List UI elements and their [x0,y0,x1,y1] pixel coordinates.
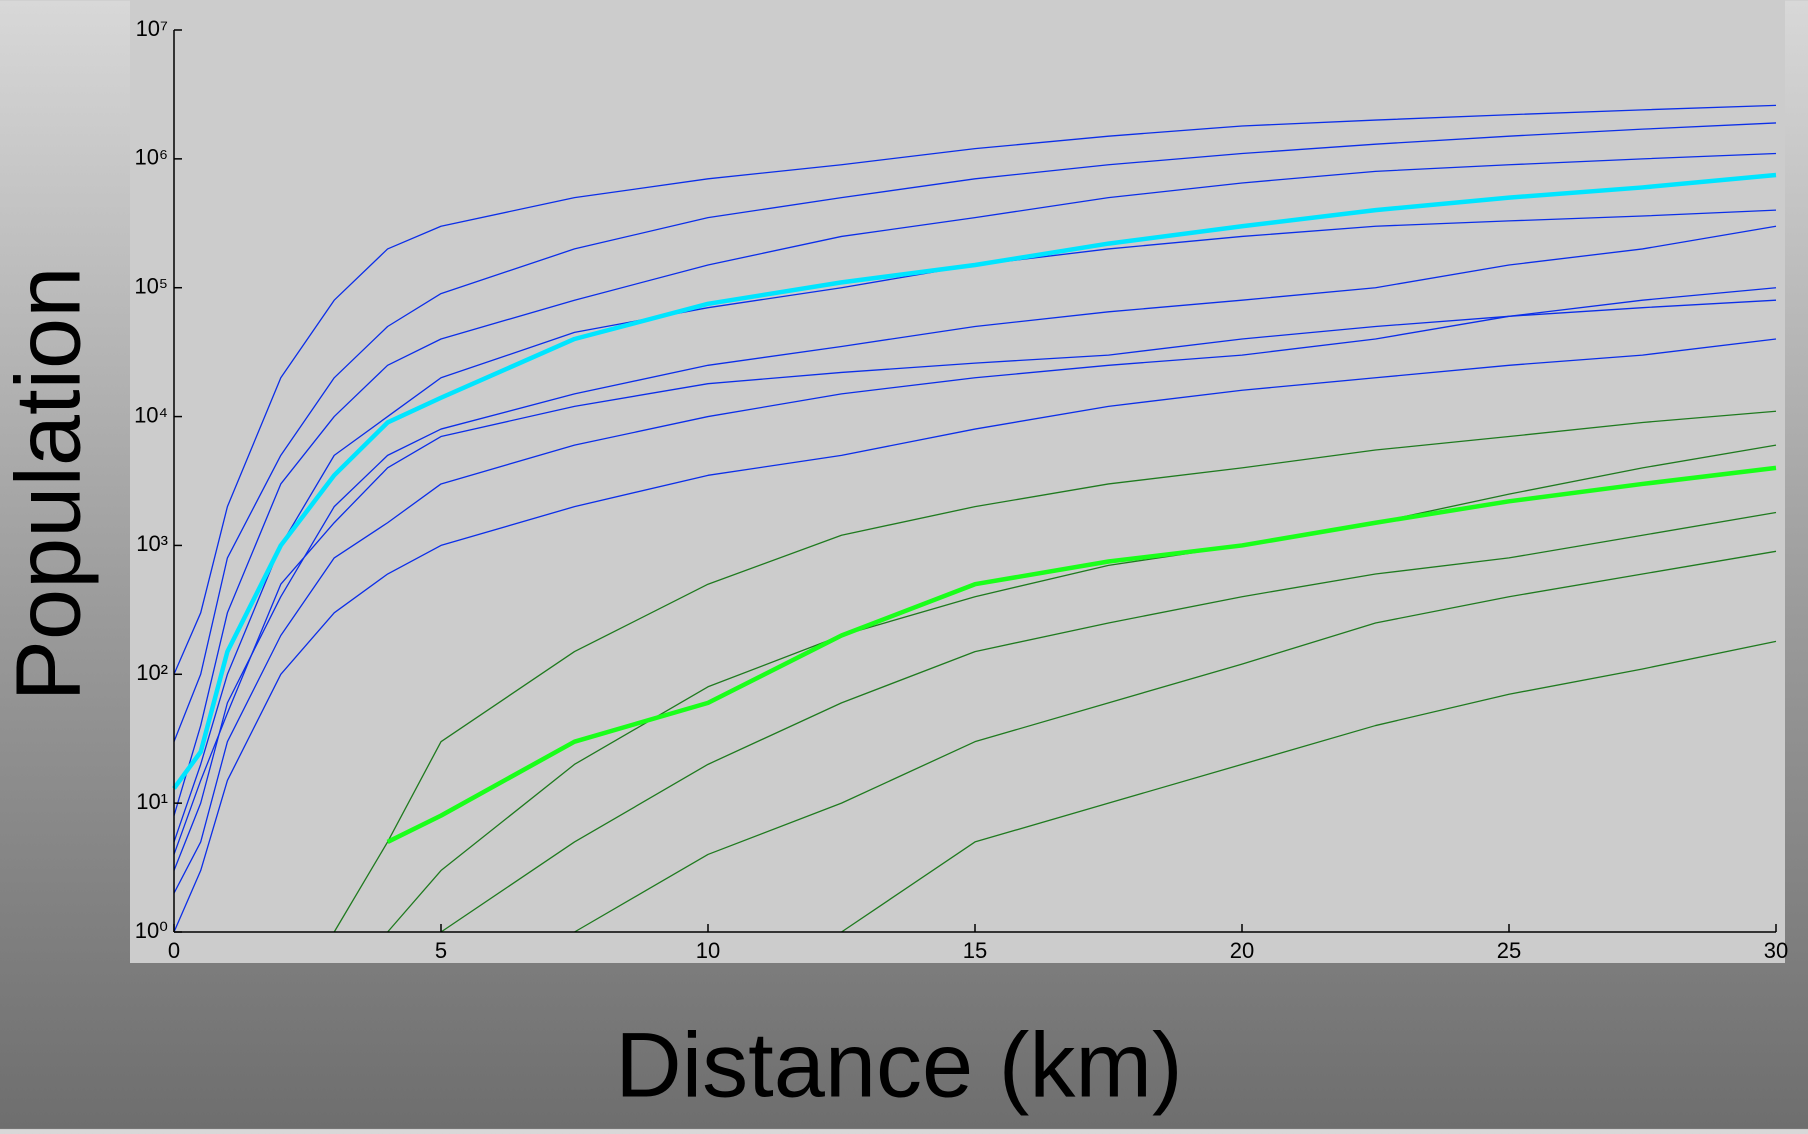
y-tick-label: 10⁵ [134,274,168,299]
y-tick-label: 10⁶ [134,145,168,170]
x-tick-label: 25 [1497,938,1521,963]
x-tick-label: 5 [435,938,447,963]
y-axis-label: Population [0,267,99,702]
x-tick-label: 15 [963,938,987,963]
figure-background [130,0,1785,963]
y-tick-label: 10⁴ [134,402,168,427]
x-tick-label: 10 [696,938,720,963]
x-tick-label: 20 [1230,938,1254,963]
y-tick-label: 10³ [136,531,168,556]
x-tick-label: 0 [168,938,180,963]
page: Population Distance (km) 10⁰ 10¹ 10² 10³ 10⁴… [0,0,1808,1129]
y-tick-label: 10¹ [136,789,168,814]
y-tick-label: 10⁷ [136,16,168,41]
chart: Population Distance (km) 10⁰ 10¹ 10² 10³ 10⁴… [0,0,1808,1129]
y-tick-label: 10⁰ [135,918,168,943]
x-axis-label: Distance (km) [615,1014,1182,1116]
y-tick-label: 10² [136,660,168,685]
x-tick-label: 30 [1764,938,1788,963]
